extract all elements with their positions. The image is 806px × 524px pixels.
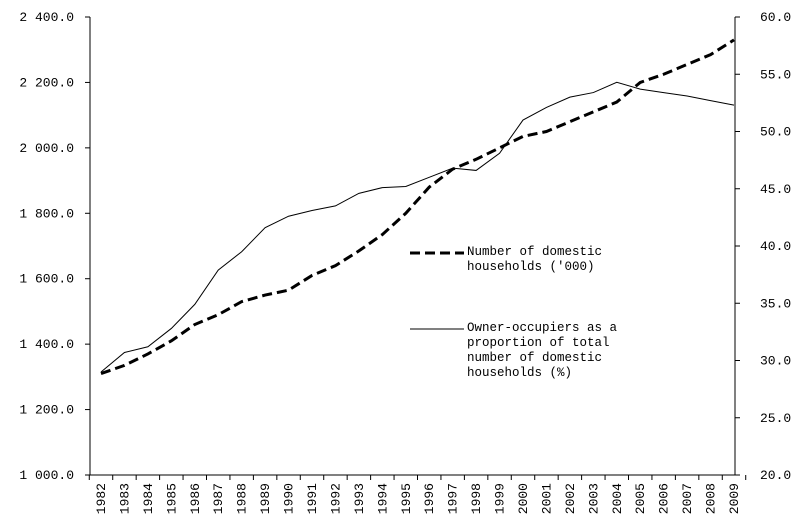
x-tick-label: 1999 [493,483,508,514]
y-tick-label: 2 400.0 [19,10,74,25]
y2-tick-label: 30.0 [760,354,791,369]
y2-tick-label: 20.0 [760,468,791,483]
series-line [100,38,735,376]
x-tick-label: 2009 [727,483,742,514]
x-tick-label: 2008 [704,483,719,514]
x-tick-label: 2000 [516,483,531,514]
y2-tick-label: 35.0 [760,296,791,311]
x-tick-label: 1998 [469,483,484,514]
x-tick-label: 1984 [141,483,156,514]
x-tick-label: 1992 [328,483,343,514]
legend-label: Number of domestic households ('000) [467,245,603,274]
x-tick-label: 2003 [586,483,601,514]
x-tick-label: 1996 [422,483,437,514]
series-line [100,81,735,373]
x-tick-label: 1995 [399,483,414,514]
x-tick-label: 1986 [188,483,203,514]
y2-tick-label: 55.0 [760,67,791,82]
y2-tick-label: 40.0 [760,239,791,254]
x-tick-label: 1982 [94,483,109,514]
legend-label: Owner-occupiers as a proportion of total… [467,321,618,380]
y2-tick-label: 45.0 [760,182,791,197]
x-tick-label: 1990 [282,483,297,514]
y2-tick-label: 60.0 [760,10,791,25]
x-tick-label: 1989 [258,483,273,514]
x-tick-label: 1987 [211,483,226,514]
y-tick-label: 1 200.0 [19,403,74,418]
x-tick-label: 2006 [657,483,672,514]
x-tick-label: 1991 [305,483,320,514]
x-tick-label: 2005 [633,483,648,514]
x-tick-label: 1994 [375,483,390,514]
y-tick-label: 2 000.0 [19,141,74,156]
y2-tick-label: 25.0 [760,411,791,426]
x-tick-label: 1983 [117,483,132,514]
y-tick-label: 1 800.0 [19,206,74,221]
x-tick-label: 2007 [680,483,695,514]
x-tick-label: 1993 [352,483,367,514]
x-tick-label: 1988 [235,483,250,514]
x-tick-label: 2002 [563,483,578,514]
x-tick-label: 1985 [164,483,179,514]
y-tick-label: 1 400.0 [19,337,74,352]
x-tick-label: 1997 [446,483,461,514]
y-tick-label: 1 000.0 [19,468,74,483]
x-tick-label: 2004 [610,483,625,514]
y-tick-label: 2 200.0 [19,75,74,90]
x-tick-label: 2001 [539,483,554,514]
y-tick-label: 1 600.0 [19,272,74,287]
y2-tick-label: 50.0 [760,125,791,140]
